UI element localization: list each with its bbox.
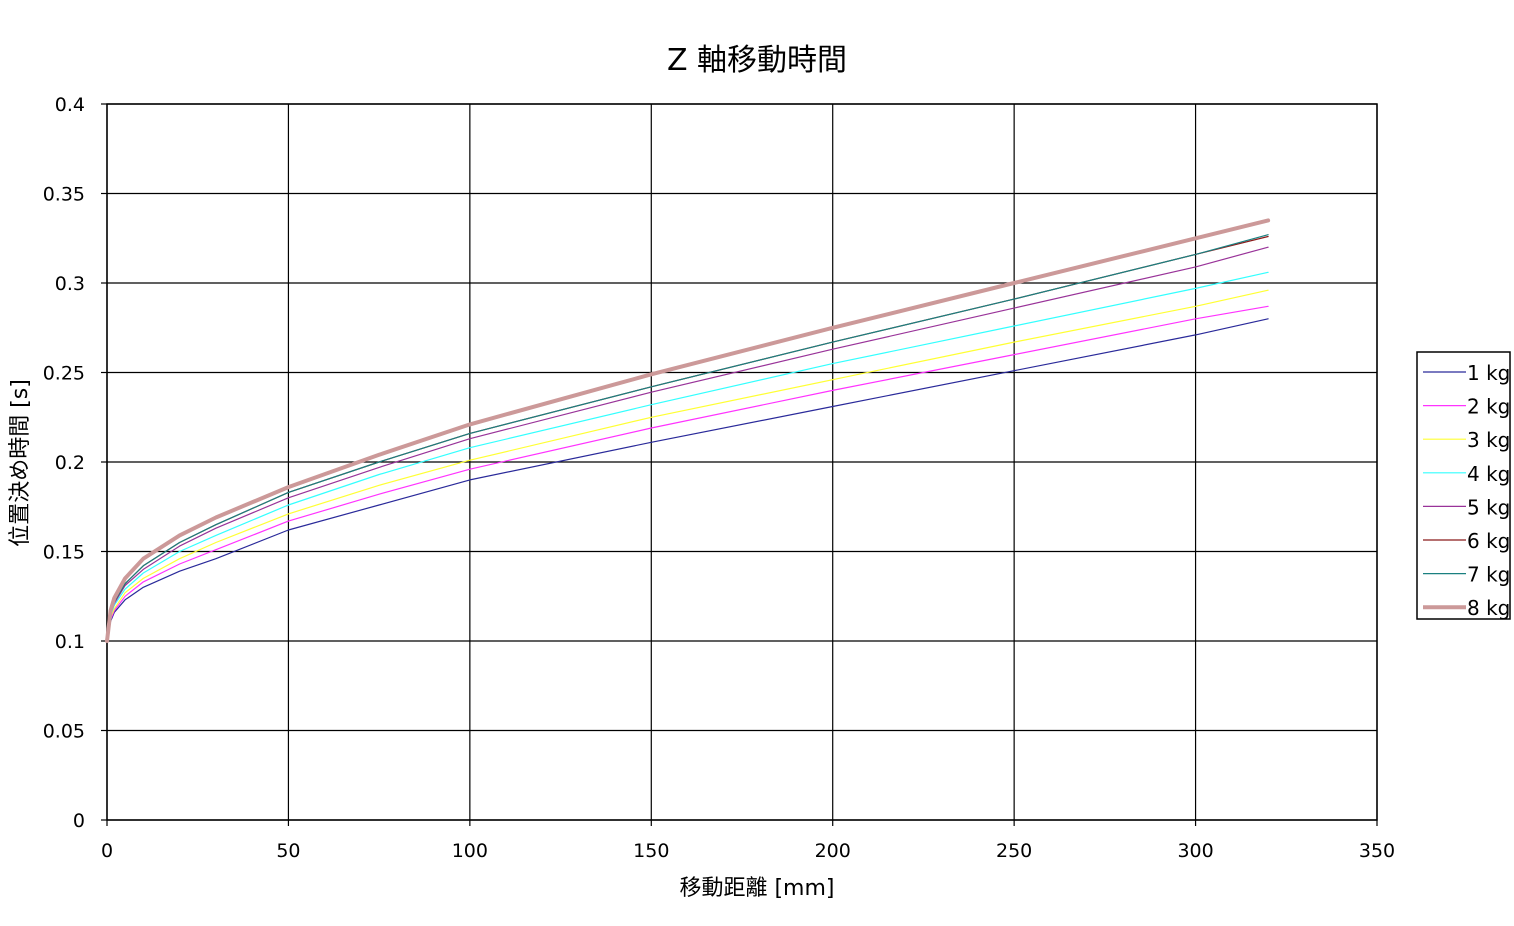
y-tick-label: 0.1 [55,631,85,653]
legend: 1 kg 2 kg 3 kg 4 kg 5 kg 6 kg 7 kg 8 kg [1416,351,1511,620]
series-line-5 [106,246,1269,642]
legend-label-1: 1 kg [1467,361,1510,385]
x-tick-label: 350 [1359,840,1395,862]
x-tick-label: 50 [276,840,300,862]
legend-label-2: 2 kg [1467,395,1510,419]
legend-box [1416,351,1511,620]
legend-label-8: 8 kg [1467,596,1510,620]
plot-frame [106,103,1378,821]
x-tick-label: 250 [996,840,1032,862]
legend-label-6: 6 kg [1467,529,1510,553]
series-line-4 [106,271,1269,642]
series-line-1 [106,318,1269,642]
y-tick-label: 0.05 [43,721,85,743]
x-tick-label: 200 [815,840,851,862]
legend-label-5: 5 kg [1467,495,1510,519]
y-axis-label: 位置決め時間 [s] [8,379,33,547]
legend-label-4: 4 kg [1467,462,1510,486]
series-line-2 [106,305,1269,642]
series-line-7 [106,234,1269,642]
y-tick-label: 0.15 [43,542,85,564]
x-tick-label: 0 [101,840,113,862]
y-tick-label: 0.35 [43,184,85,206]
x-tick-label: 100 [452,840,488,862]
y-tick-label: 0.25 [43,363,85,385]
y-tick-label: 0.2 [55,452,85,474]
y-tick-label: 0.3 [55,273,85,295]
series-line-8 [105,218,1271,643]
plot-area: 0 0.05 0.1 0.15 0.2 0.25 0.3 0.35 0.4 0 50 100 150 20… [43,94,1395,862]
x-tick-label: 300 [1177,840,1213,862]
y-tick-label: 0.4 [55,94,85,116]
y-tick-label: 0 [73,810,85,832]
legend-label-7: 7 kg [1467,563,1510,587]
chart-title: Z 軸移動時間 [667,43,847,78]
legend-label-3: 3 kg [1467,428,1510,452]
x-axis-label: 移動距離 [mm] [679,876,834,901]
x-tick-label: 150 [633,840,669,862]
series-line-3 [106,289,1269,642]
